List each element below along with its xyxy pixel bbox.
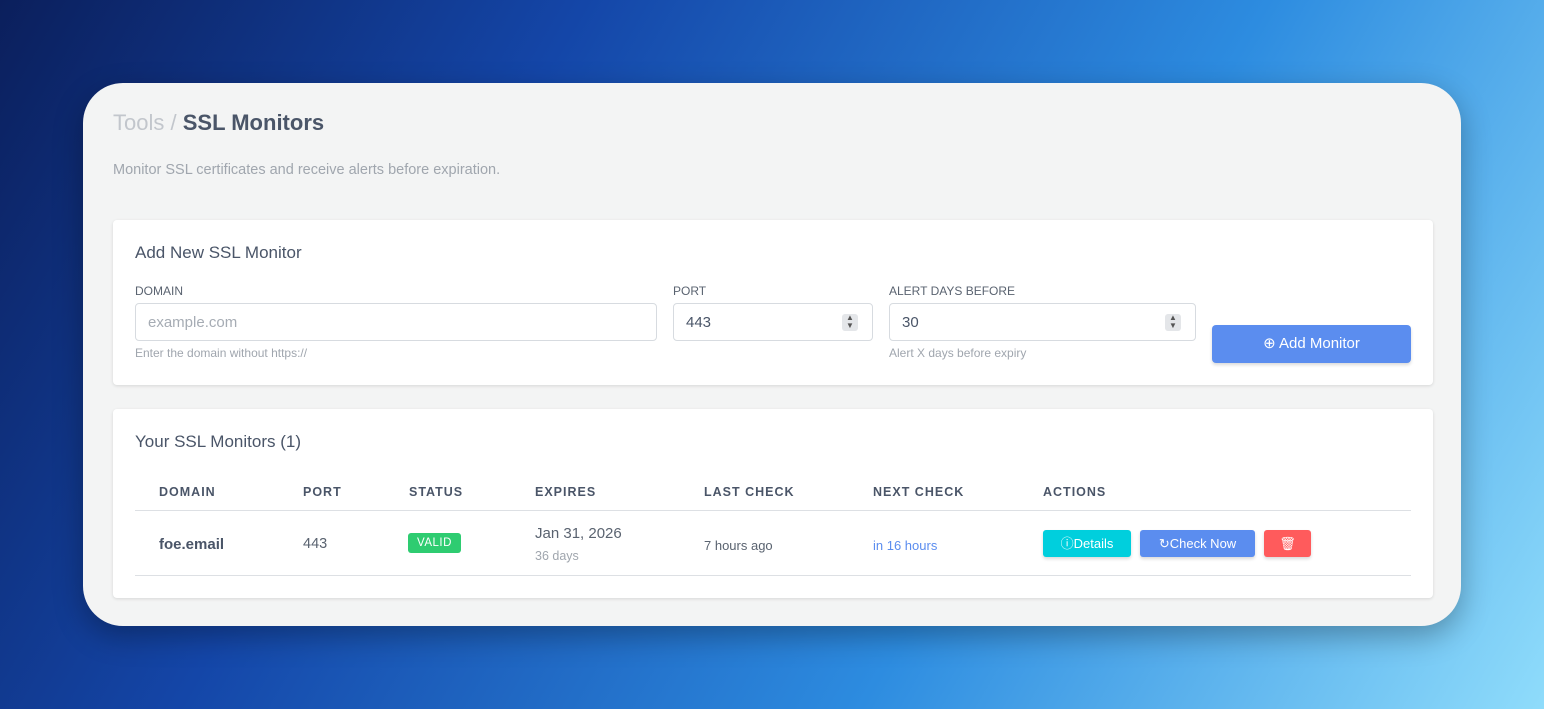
breadcrumb: Tools / SSL Monitors: [113, 110, 324, 136]
port-input[interactable]: 443 ▲ ▼: [673, 303, 873, 341]
divider: [135, 575, 1411, 576]
alert-days-hint: Alert X days before expiry: [889, 346, 1027, 360]
monitors-card: Your SSL Monitors (1) DOMAIN PORT STATUS…: [113, 409, 1433, 598]
col-next-check: NEXT CHECK: [873, 485, 965, 499]
divider: [135, 510, 1411, 511]
app-window: Tools / SSL Monitors Monitor SSL certifi…: [83, 83, 1461, 626]
col-status: STATUS: [409, 485, 464, 499]
stepper-icon[interactable]: ▲ ▼: [1165, 314, 1181, 331]
refresh-icon: ↻: [1158, 536, 1170, 551]
row-next-check: in 16 hours: [873, 538, 938, 553]
trash-icon: 🗑: [1279, 536, 1296, 551]
add-monitor-card: Add New SSL Monitor DOMAIN example.com E…: [113, 220, 1433, 385]
check-now-label: Check Now: [1169, 536, 1237, 551]
col-actions: ACTIONS: [1043, 485, 1107, 499]
port-value: 443: [686, 314, 712, 331]
col-port: PORT: [303, 485, 342, 499]
stepper-icon[interactable]: ▲ ▼: [842, 314, 858, 331]
plus-circle-icon: ⊕: [1263, 335, 1276, 352]
info-icon: ⓘ: [1060, 536, 1074, 551]
status-badge: VALID: [408, 533, 461, 553]
row-port: 443: [303, 536, 328, 552]
delete-button[interactable]: 🗑: [1264, 530, 1311, 557]
details-label: Details: [1073, 536, 1114, 551]
col-last-check: LAST CHECK: [704, 485, 795, 499]
col-expires: EXPIRES: [535, 485, 597, 499]
alert-days-input[interactable]: 30 ▲ ▼: [889, 303, 1196, 341]
alert-days-value: 30: [902, 314, 919, 331]
card-title: Your SSL Monitors (1): [135, 432, 301, 451]
add-monitor-label: Add Monitor: [1279, 335, 1360, 352]
breadcrumb-parent[interactable]: Tools: [113, 110, 165, 135]
col-domain: DOMAIN: [159, 485, 216, 499]
row-expires-days: 36 days: [535, 549, 579, 563]
row-domain: foe.email: [159, 536, 225, 553]
breadcrumb-separator: /: [170, 110, 177, 135]
check-now-button[interactable]: ↻Check Now: [1140, 530, 1255, 557]
row-last-check: 7 hours ago: [704, 538, 773, 553]
domain-hint: Enter the domain without https://: [135, 346, 308, 360]
add-monitor-button[interactable]: ⊕ Add Monitor: [1212, 325, 1411, 363]
port-label: PORT: [673, 284, 707, 298]
page-subtitle: Monitor SSL certificates and receive ale…: [113, 162, 501, 178]
alert-days-label: ALERT DAYS BEFORE: [889, 284, 1016, 298]
row-expires: Jan 31, 2026: [535, 525, 622, 542]
domain-input[interactable]: example.com: [135, 303, 657, 341]
domain-label: DOMAIN: [135, 284, 183, 298]
details-button[interactable]: ⓘDetails: [1043, 530, 1131, 557]
page-title: SSL Monitors: [182, 110, 325, 135]
card-title: Add New SSL Monitor: [135, 243, 302, 262]
